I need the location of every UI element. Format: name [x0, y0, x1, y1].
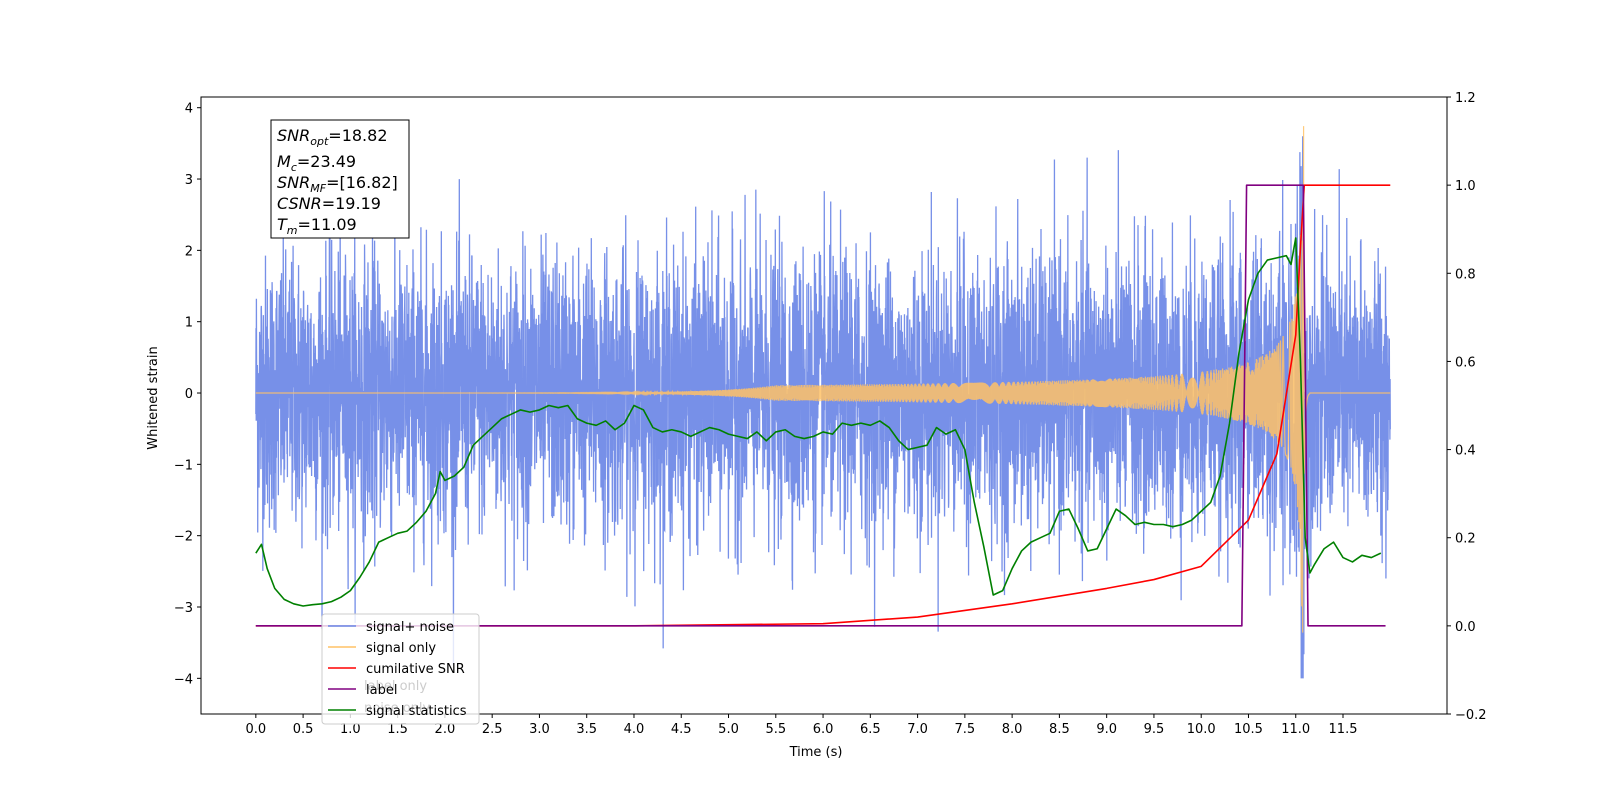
- x-tick-label: 4.5: [671, 722, 692, 737]
- x-axis-label: Time (s): [789, 745, 843, 760]
- y-tick-label: −3: [174, 601, 193, 616]
- legend: label only noise only signal+ noise sign…: [321, 613, 480, 725]
- y2-tick-label: 0.0: [1455, 620, 1476, 635]
- x-tick-label: 2.0: [435, 722, 456, 737]
- y-tick-label: −4: [174, 672, 193, 687]
- x-tick-label: 7.5: [955, 722, 976, 737]
- legend-ghost-text-2: noise only: [364, 701, 431, 716]
- y2-tick-label: 1.2: [1455, 91, 1476, 106]
- legend-label-cumulative-snr: cumilative SNR: [366, 662, 465, 677]
- legend-ghost-text-1: label only: [364, 679, 427, 694]
- y-tick-label: −1: [174, 458, 193, 473]
- y-tick-label: 1: [185, 316, 193, 331]
- x-tick-label: 5.0: [718, 722, 739, 737]
- info-tm: Tm=11.09: [277, 215, 357, 237]
- y-tick-label: 0: [185, 387, 193, 402]
- y-tick-label: −2: [174, 530, 193, 545]
- y2-tick-label: 0.2: [1455, 532, 1476, 547]
- legend-frame: [321, 613, 480, 725]
- x-tick-label: 4.0: [624, 722, 645, 737]
- x-tick-label: 2.5: [482, 722, 503, 737]
- y-axis-label: Whitened strain: [146, 346, 161, 449]
- x-tick-label: 3.5: [576, 722, 597, 737]
- info-snr-opt: SNRopt=18.82: [277, 126, 388, 148]
- x-tick-label: 1.5: [387, 722, 408, 737]
- x-tick-label: 6.5: [860, 722, 881, 737]
- info-mc: Mc=23.49: [277, 152, 356, 174]
- legend-label-signal-statistics: signal statistics: [366, 704, 467, 719]
- y2-tick-label: 1.0: [1455, 179, 1476, 194]
- x-tick-label: 10.0: [1187, 722, 1216, 737]
- legend-label-signal-only: signal only: [366, 641, 436, 656]
- y-tick-label: 3: [185, 173, 193, 188]
- x-tick-label: 0.0: [245, 722, 266, 737]
- legend-label-signal-noise: signal+ noise: [366, 620, 454, 635]
- x-tick-label: 8.0: [1002, 722, 1023, 737]
- series-signal-only: [255, 126, 1391, 633]
- axes: 0.0 0.5 1.0 1.5 2.0 2.5 3.0 3.5 4.0 4.5 5.0 5.5 6.0 6…: [174, 91, 1487, 737]
- y2-tick-label: 0.6: [1455, 355, 1476, 370]
- x-tick-label: 7.0: [907, 722, 928, 737]
- plot-frame: [200, 96, 1448, 715]
- legend-label-label: label: [366, 683, 397, 698]
- x-tick-label: 11.5: [1329, 722, 1358, 737]
- info-box: SNRopt=18.82 Mc=23.49 SNRMF=[16.82] CSNR…: [270, 119, 410, 239]
- info-csnr: CSNR=19.19: [277, 194, 381, 213]
- x-tick-label: 5.5: [765, 722, 786, 737]
- x-tick-label: 9.0: [1096, 722, 1117, 737]
- x-tick-label: 3.0: [529, 722, 550, 737]
- x-tick-label: 10.5: [1234, 722, 1263, 737]
- y-tick-label: 4: [185, 102, 193, 117]
- y2-tick-label: 0.4: [1455, 444, 1476, 459]
- x-tick-label: 6.0: [813, 722, 834, 737]
- info-snr-mf: SNRMF=[16.82]: [277, 173, 398, 195]
- y-tick-label: 2: [185, 244, 193, 259]
- y2-tick-label: −0.2: [1455, 708, 1487, 723]
- info-box-frame: [270, 119, 410, 239]
- plot-series-group: [255, 126, 1391, 679]
- series-signal-statistics: [255, 237, 1382, 607]
- x-tick-label: 11.0: [1281, 722, 1310, 737]
- x-tick-label: 0.5: [293, 722, 314, 737]
- x-tick-label: 9.5: [1144, 722, 1165, 737]
- plot-area: [255, 126, 1391, 679]
- series-label: [255, 184, 1386, 627]
- x-tick-label: 1.0: [340, 722, 361, 737]
- x-tick-label: 8.5: [1049, 722, 1070, 737]
- y2-tick-label: 0.8: [1455, 267, 1476, 282]
